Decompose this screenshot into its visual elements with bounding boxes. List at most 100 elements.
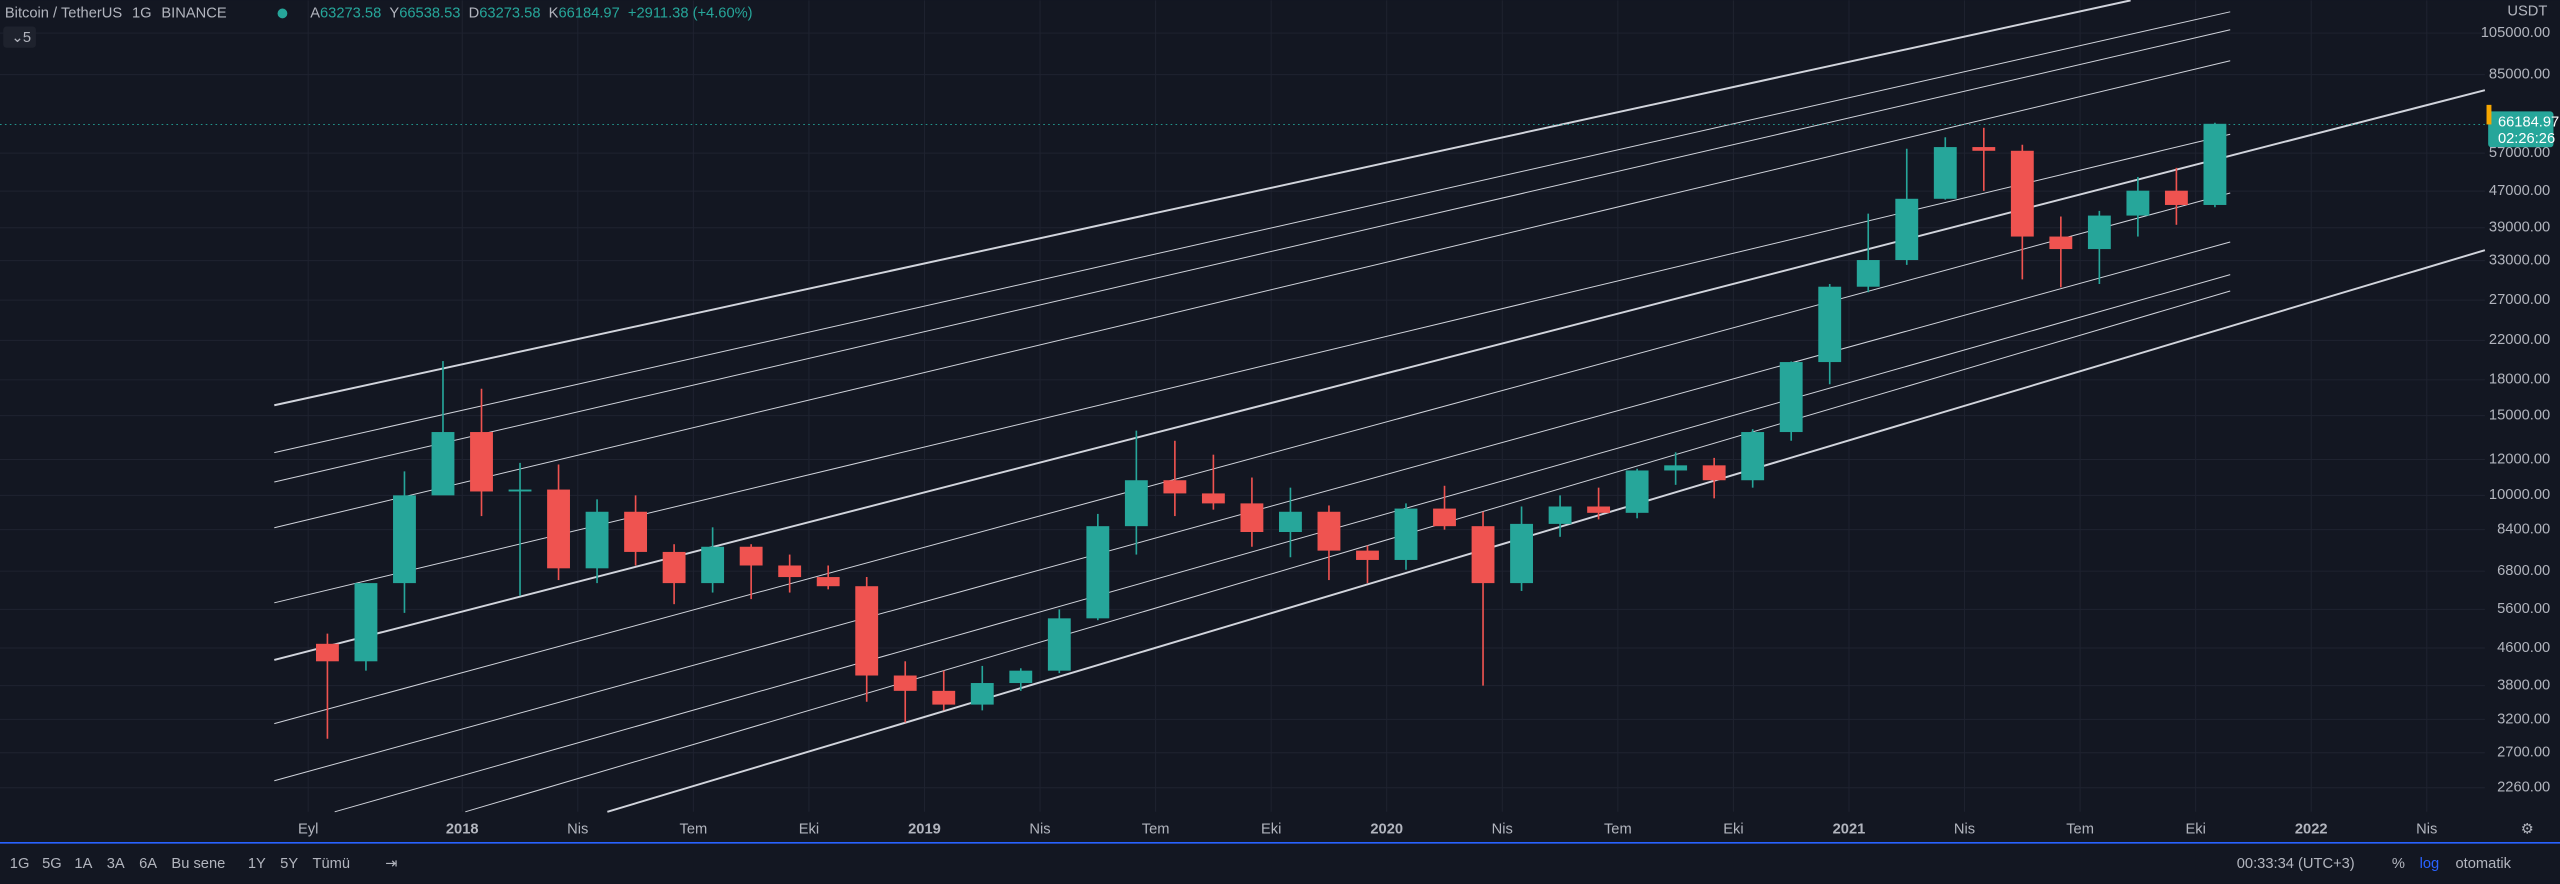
ohlc-value: 63273.58	[320, 5, 381, 21]
candle-body	[1317, 511, 1341, 551]
range-button[interactable]: 1A	[74, 856, 92, 872]
symbol: Bitcoin / TetherUS	[5, 5, 122, 21]
candle-body	[1510, 523, 1533, 584]
candle-body	[2049, 236, 2073, 250]
y-tick-label: 4600.00	[2497, 640, 2550, 656]
channel-line	[274, 89, 2486, 661]
x-tick-label: 2019	[908, 822, 941, 838]
y-tick-label: 15000.00	[2489, 408, 2550, 424]
status-dot	[277, 8, 288, 19]
candle-body	[1741, 432, 1765, 481]
ohlc-label: D	[469, 5, 480, 21]
x-tick-label: Nis	[1029, 822, 1050, 838]
channel-drawings	[274, 0, 2486, 813]
x-tick-label: Nis	[567, 822, 588, 838]
candle-body	[1933, 147, 1957, 199]
candle-body	[1818, 286, 1842, 363]
candle-body	[1664, 465, 1688, 471]
channel-line	[334, 274, 2231, 813]
indicator-toggle[interactable]	[3, 26, 36, 48]
candle-body	[2164, 190, 2188, 205]
y-tick-label: 33000.00	[2489, 253, 2550, 269]
candle-body	[393, 495, 416, 584]
channel-line	[274, 11, 2231, 454]
candle-body	[470, 432, 493, 492]
candle-body	[1856, 260, 1880, 287]
y-tick-label: 12000.00	[2489, 451, 2550, 467]
ohlc-value: 66184.97	[558, 5, 619, 21]
candle-body	[1240, 503, 1264, 533]
candle-body	[1587, 506, 1611, 513]
interval: 1G	[132, 5, 152, 21]
y-tick-label: 105000.00	[2481, 25, 2550, 41]
candle-body	[932, 690, 956, 705]
candle-body	[1163, 480, 1187, 494]
x-tick-label: Tem	[2066, 822, 2094, 838]
x-tick-label: Nis	[1492, 822, 1513, 838]
x-tick-label: Eyl	[298, 822, 318, 838]
y-tick-label: 39000.00	[2489, 220, 2550, 236]
candle-body	[508, 489, 532, 492]
range-button[interactable]: Bu sene	[171, 856, 225, 872]
countdown: 02:26:26	[2498, 131, 2555, 147]
ohlc-label: A	[310, 5, 320, 21]
percent-toggle[interactable]: %	[2392, 856, 2405, 872]
time-axis: Eyl 2018 Nis Tem Eki 2019 Nis Tem Eki 2020 Nis Tem E…	[298, 822, 2437, 838]
indicator-toggle-icon: ⌄	[11, 30, 23, 46]
candle-body	[970, 683, 994, 705]
candle-body	[1086, 526, 1110, 619]
candle-body	[431, 432, 455, 496]
range-button[interactable]: 3A	[107, 856, 125, 872]
settings-icon[interactable]: ⚙	[2521, 822, 2534, 838]
exchange: BINANCE	[161, 5, 226, 21]
y-tick-label: 3800.00	[2497, 677, 2550, 693]
x-tick-label: 2021	[1833, 822, 1866, 838]
range-button[interactable]: 1G	[10, 856, 30, 872]
x-tick-label: Eki	[1723, 822, 1743, 838]
candle-body	[354, 583, 378, 662]
candle-body	[315, 643, 339, 662]
candle-body	[1895, 198, 1919, 261]
channel-line	[465, 290, 2231, 813]
candle-body	[1124, 480, 1148, 527]
y-tick-label: 3200.00	[2497, 711, 2550, 727]
candles	[315, 122, 2227, 739]
x-tick-label: Tem	[679, 822, 707, 838]
range-button[interactable]: 1Y	[248, 856, 266, 872]
candle-body	[1471, 526, 1495, 584]
channel-line	[274, 60, 2231, 529]
indicators-count: 5	[23, 30, 31, 46]
candle-body	[1009, 670, 1033, 684]
candle-body	[1356, 550, 1379, 560]
x-tick-label: Nis	[1954, 822, 1975, 838]
range-button[interactable]: 5Y	[280, 856, 298, 872]
candle-body	[547, 489, 570, 569]
range-button[interactable]: 6A	[139, 856, 157, 872]
symbol-title: Bitcoin / TetherUS 1G BINANCE	[5, 5, 227, 21]
range-button[interactable]: Tümü	[312, 856, 350, 872]
log-toggle[interactable]: log	[2420, 856, 2440, 872]
candle-body	[778, 565, 802, 578]
y-tick-label: 47000.00	[2489, 183, 2550, 199]
candle-body	[1779, 362, 1803, 433]
candle-body	[1047, 618, 1071, 671]
ohlc-change: +2911.38 (+4.60%)	[628, 5, 753, 21]
auto-toggle[interactable]: otomatik	[2456, 856, 2512, 872]
y-tick-label: 2700.00	[2497, 745, 2550, 761]
x-tick-label: 2018	[446, 822, 479, 838]
candle-body	[585, 511, 609, 569]
candle-body	[2126, 190, 2150, 216]
alert-marker	[2486, 104, 2492, 125]
candle-body	[1625, 470, 1649, 513]
range-button[interactable]: 5G	[42, 856, 62, 872]
channel-line	[274, 192, 2231, 725]
last-price-label: 66184.97	[2498, 115, 2559, 131]
y-tick-label: 5600.00	[2497, 601, 2550, 617]
x-tick-label: Tem	[1142, 822, 1170, 838]
goto-date-icon[interactable]: ⇥	[385, 856, 397, 872]
candle-body	[2010, 150, 2034, 237]
candle-body	[624, 511, 648, 552]
y-tick-label: 10000.00	[2489, 487, 2550, 503]
x-tick-label: Eki	[799, 822, 819, 838]
